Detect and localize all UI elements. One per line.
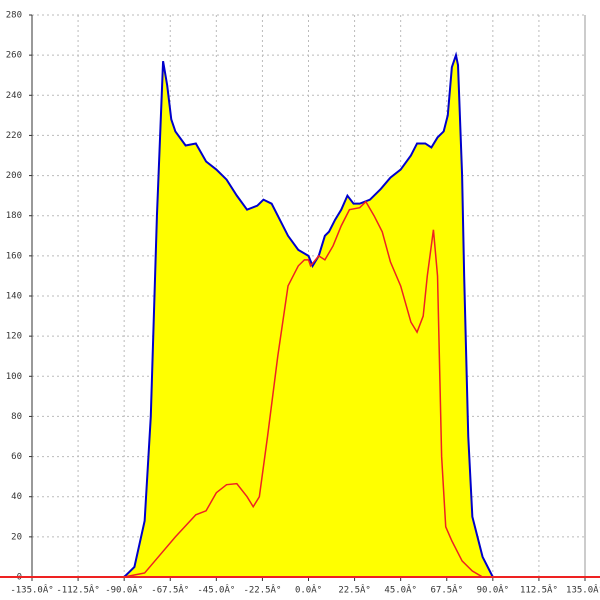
x-tick-label: 112.5Â°	[520, 584, 558, 596]
y-tick-label: 200	[6, 171, 22, 181]
x-tick-label: -90.0Â°	[105, 584, 143, 596]
y-tick-label: 280	[6, 11, 22, 21]
x-tick-label: 0.0Â°	[295, 584, 322, 596]
x-tick-label: -22.5Â°	[243, 584, 281, 596]
line	[124, 200, 493, 578]
y-tick-label: 220	[6, 131, 22, 141]
y-tick-label: 120	[6, 332, 22, 342]
y-tick-label: 260	[6, 51, 22, 61]
area	[124, 55, 493, 577]
y-tick-label: 60	[11, 452, 22, 462]
y-tick-label: 20	[11, 532, 22, 542]
y-tick-label: 140	[6, 292, 22, 302]
x-tick-label: 22.5Â°	[338, 584, 371, 596]
x-tick-label: -67.5Â°	[151, 584, 189, 596]
x-tick-label: -45.0Â°	[197, 584, 235, 596]
x-tick-label: 135.0Â°	[566, 584, 600, 596]
x-tick-label: 90.0Â°	[477, 584, 510, 596]
y-tick-label: 40	[11, 492, 22, 502]
x-tick-label: 45.0Â°	[384, 584, 417, 596]
y-tick-label: 180	[6, 211, 22, 221]
line	[123, 51, 494, 578]
x-tick-label: -112.5Â°	[56, 584, 99, 596]
x-tick-label: 67.5Â°	[430, 584, 463, 596]
y-tick-label: 240	[6, 91, 22, 101]
y-tick-label: 160	[6, 251, 22, 261]
y-tick-label: 100	[6, 372, 22, 382]
y-tick-label: 80	[11, 412, 22, 422]
x-tick-label: -135.0Â°	[10, 584, 53, 596]
